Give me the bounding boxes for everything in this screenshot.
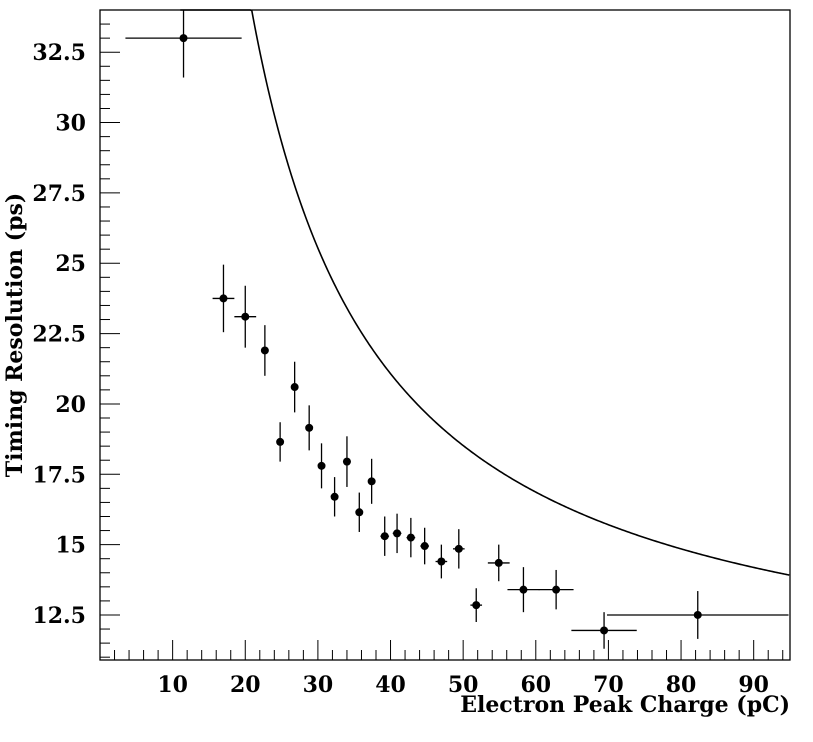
- data-point-group: [234, 285, 257, 348]
- data-points-layer: [125, 10, 789, 649]
- x-axis-tick-labels: 10 20 30 40 50 60 70 80 90: [157, 672, 769, 698]
- data-point: [600, 626, 609, 635]
- fit-curve-layer: [180, 9, 790, 576]
- data-point: [454, 544, 463, 553]
- y-tick-label: 30: [55, 111, 86, 137]
- y-axis-ticks: [100, 9, 120, 658]
- data-point-group: [606, 591, 789, 639]
- x-tick-label: 10: [157, 672, 188, 698]
- y-tick-label: 20: [55, 392, 86, 418]
- data-point-group: [342, 436, 351, 487]
- y-tick-label: 15: [55, 533, 86, 559]
- x-tick-label: 20: [230, 672, 261, 698]
- data-point-group: [406, 517, 416, 558]
- data-point-group: [571, 612, 637, 649]
- data-point-group: [290, 361, 299, 413]
- data-point: [406, 533, 415, 542]
- data-point: [380, 532, 389, 541]
- data-point: [342, 457, 351, 466]
- data-point-group: [317, 443, 326, 489]
- data-point-group: [470, 588, 483, 623]
- data-point: [305, 423, 314, 432]
- data-point: [355, 508, 364, 517]
- y-tick-label: 17.5: [32, 462, 86, 488]
- x-axis-title: Electron Peak Charge (pC): [460, 692, 790, 718]
- x-tick-label: 40: [375, 672, 406, 698]
- data-point-group: [392, 513, 402, 554]
- data-point-group: [487, 544, 510, 582]
- data-point: [276, 437, 285, 446]
- data-point-group: [355, 492, 364, 532]
- data-point: [437, 557, 446, 566]
- data-point: [241, 312, 250, 321]
- data-point: [519, 585, 528, 594]
- data-point: [330, 492, 339, 501]
- data-point: [494, 558, 503, 567]
- x-tick-label: 30: [303, 672, 334, 698]
- x-tick-label: 60: [520, 672, 551, 698]
- y-tick-label: 25: [55, 251, 86, 277]
- data-point-group: [452, 529, 465, 569]
- x-axis-ticks: [114, 640, 784, 660]
- data-point: [552, 585, 561, 594]
- fit-curve: [180, 9, 790, 576]
- data-point-group: [380, 516, 390, 556]
- x-tick-label: 70: [593, 672, 624, 698]
- x-tick-label: 80: [666, 672, 697, 698]
- data-point-group: [538, 569, 574, 610]
- data-point-group: [420, 527, 430, 565]
- y-tick-label: 27.5: [32, 181, 86, 207]
- data-point: [179, 34, 188, 43]
- data-point-group: [260, 325, 269, 376]
- data-point: [219, 294, 228, 303]
- y-axis-title: Timing Resolution (ps): [2, 193, 28, 478]
- data-point: [693, 610, 702, 619]
- x-tick-label: 90: [738, 672, 769, 698]
- data-point: [317, 461, 326, 470]
- y-tick-label: 22.5: [32, 322, 86, 348]
- y-axis-tick-labels: 12.5 15 17.5 20 22.5 25 27.5 30 32.5: [32, 40, 86, 629]
- data-point-group: [212, 264, 235, 333]
- data-point-group: [435, 544, 448, 579]
- data-point-group: [305, 405, 314, 451]
- data-point-group: [507, 567, 540, 613]
- y-tick-label: 12.5: [32, 603, 86, 629]
- data-point: [290, 383, 299, 392]
- data-point-group: [125, 10, 242, 78]
- x-tick-label: 50: [448, 672, 479, 698]
- data-point-group: [276, 422, 285, 462]
- data-point: [393, 529, 402, 538]
- data-point: [260, 346, 269, 355]
- data-point: [420, 542, 429, 551]
- data-point-group: [367, 458, 376, 504]
- data-point: [472, 601, 481, 610]
- plot-frame: [99, 9, 791, 661]
- data-point: [367, 477, 376, 486]
- y-tick-label: 32.5: [32, 40, 86, 66]
- data-point-group: [330, 477, 339, 517]
